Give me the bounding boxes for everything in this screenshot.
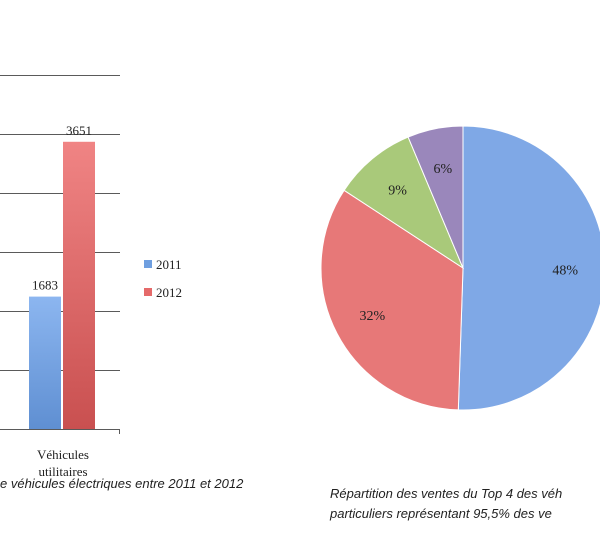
bar-chart-caption: e véhicules électriques entre 2011 et 20… [0,476,244,491]
legend-swatch-2011 [144,260,152,268]
x-tick-label: Véhicules utilitaires [37,447,89,479]
pie-caption-line-2: particuliers représentant 95,5% des ve [330,506,552,521]
legend-label-2011: 2011 [156,257,182,272]
x-tick-label-line: utilitaires [38,464,87,479]
bar-2012 [63,141,95,429]
pie-chart: 48% 32% 9% 6% [320,125,600,411]
pie-slice [343,136,465,270]
legend: 2011 2012 [144,257,182,300]
bar-chart: 1683 3651 Véhicules utilitaires 2011 2012 [0,75,182,479]
legend-swatch-2012 [144,288,152,296]
data-labels: 1683 3651 [32,123,92,293]
pie-slice [407,125,464,269]
bar-2011 [29,296,61,429]
pie-chart-caption: Répartition des ventes du Top 4 des véh … [330,484,562,524]
data-label-2012: 3651 [66,123,92,138]
bar-series [29,141,95,429]
x-tick-label-line: Véhicules [37,447,89,462]
x-axis: Véhicules utilitaires [0,429,120,479]
pie-slice-label: 32% [359,309,385,324]
pie-slice-label: 48% [552,264,578,279]
legend-label-2012: 2012 [156,285,182,300]
pie-caption-line-1: Répartition des ventes du Top 4 des véh [330,486,563,501]
data-label-2011: 1683 [32,278,58,293]
pie-slice [457,125,600,411]
pie-slice-label: 9% [388,183,407,198]
pie-slice-label: 6% [433,162,452,177]
